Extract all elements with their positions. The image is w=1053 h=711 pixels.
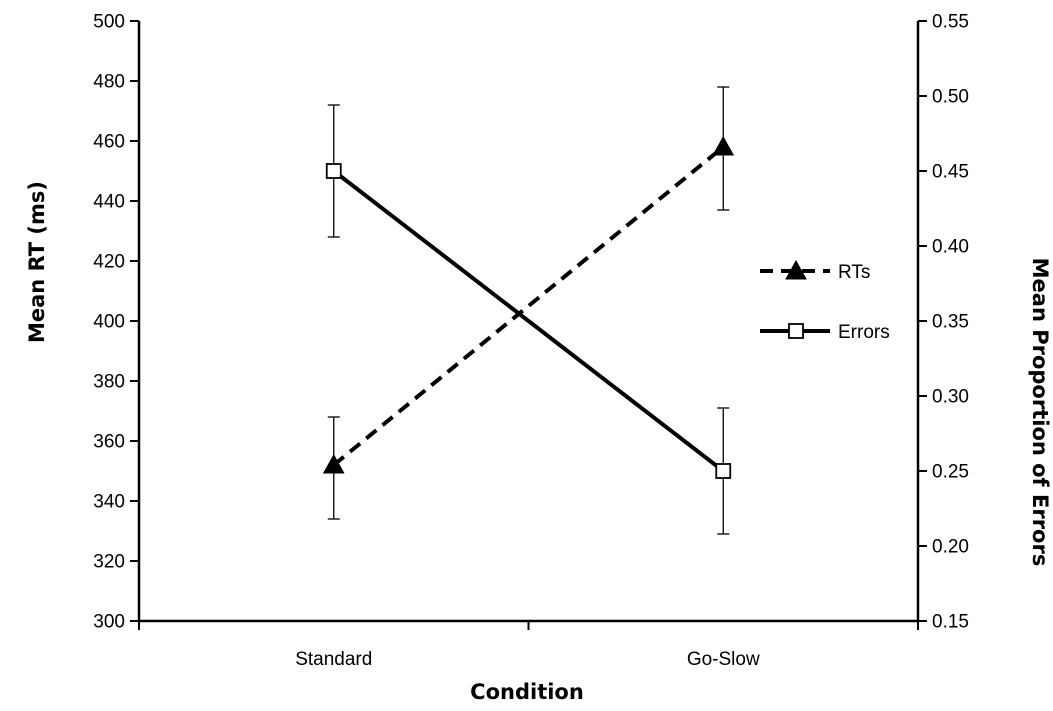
y2-tick-label: 0.55 [932, 12, 969, 33]
y-tick-label: 300 [93, 612, 125, 633]
y2-tick-label: 0.45 [932, 162, 969, 183]
errors-data-point [325, 163, 342, 179]
y-tick-label: 360 [93, 432, 125, 453]
legend-marker-rts [785, 259, 807, 280]
series-lines-group [332, 145, 725, 473]
y-tick-label: 440 [93, 192, 125, 213]
errors-series-line [332, 169, 725, 473]
y2-tick-label: 0.40 [932, 237, 969, 258]
rts-data-point [322, 453, 345, 474]
y-tick-label: 480 [93, 72, 125, 93]
y-tick-label: 340 [93, 492, 125, 513]
rts-series-line [332, 145, 725, 467]
y-tick-label: 400 [93, 312, 125, 333]
axis-titles-group: Condition Mean RT (ms) Mean Proportion o… [25, 181, 1052, 704]
y2-tick-label: 0.30 [932, 387, 969, 408]
legend-marker-errors [788, 323, 804, 339]
y2-axis-title: Mean Proportion of Errors [1028, 258, 1052, 567]
x-axis-title: Condition [470, 680, 584, 704]
legend-label-rts: RTs [838, 262, 870, 283]
x-tick-label: Go-Slow [687, 649, 760, 670]
legend: RTs Errors [760, 259, 890, 343]
y2-tick-label: 0.15 [932, 612, 969, 633]
y2-tick-label: 0.20 [932, 537, 969, 558]
y-tick-label: 460 [93, 132, 125, 153]
rts-data-point [712, 135, 735, 156]
y2-tick-label: 0.25 [932, 462, 969, 483]
y-tick-label: 380 [93, 372, 125, 393]
markers-group [322, 135, 735, 479]
legend-label-errors: Errors [838, 322, 890, 343]
x-tick-label: Standard [295, 649, 372, 670]
errors-data-point [715, 463, 732, 479]
y-tick-label: 320 [93, 552, 125, 573]
y2-tick-label: 0.50 [932, 87, 969, 108]
error-bars-group [327, 86, 730, 535]
y2-tick-label: 0.35 [932, 312, 969, 333]
y-tick-label: 500 [93, 12, 125, 33]
y-tick-label: 420 [93, 252, 125, 273]
y-axis-title: Mean RT (ms) [25, 181, 49, 343]
axes-group: 300 320 340 360 380 400 420 440 460 480 500 0.15 0.2… [93, 12, 969, 671]
